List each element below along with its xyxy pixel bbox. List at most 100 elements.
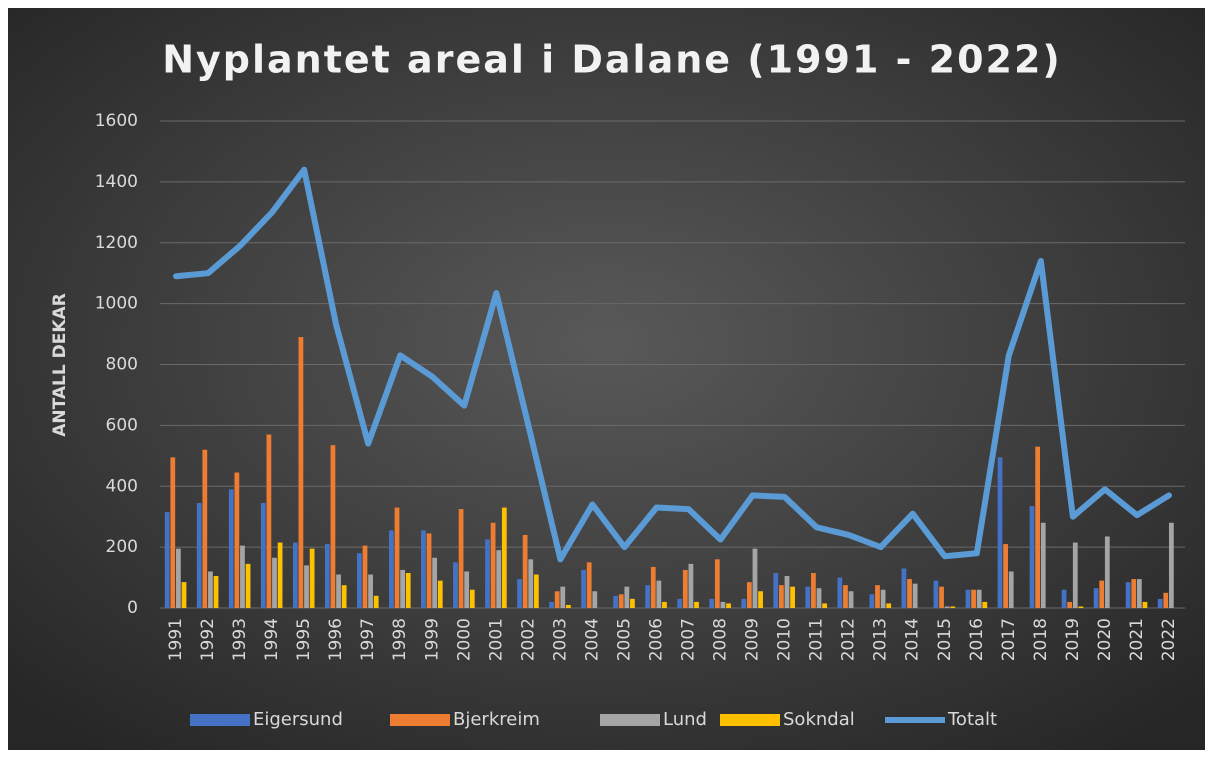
x-tick-label: 2000 [454,618,474,661]
bar [272,557,277,608]
y-tick-label: 1200 [95,233,138,253]
bar [292,542,298,608]
x-tick-label: 2017 [999,618,1019,661]
bar [650,566,656,608]
bar [1093,588,1099,608]
bar [298,337,304,608]
x-tick-label: 1991 [166,618,186,661]
bar [965,589,971,608]
bar [1067,601,1073,608]
bar [341,585,347,608]
bar [501,507,507,608]
bar [490,522,496,608]
x-tick-label: 2019 [1063,618,1083,661]
bar [694,601,699,608]
bar [560,586,566,608]
bar [773,572,779,608]
bar [880,589,886,608]
bar [1035,446,1041,608]
x-tick-label: 2015 [935,618,955,661]
bar [822,603,828,608]
x-tick-label: 1995 [294,618,314,661]
bar [1040,522,1046,608]
bar [848,591,854,608]
x-tick-label: 2014 [903,618,923,661]
x-tick-label: 2020 [1095,618,1115,661]
x-tick-label: 1993 [230,618,250,661]
x-tick-label: 1992 [198,618,218,661]
legend-swatch [390,714,450,726]
bar [950,606,956,608]
bar [517,579,522,608]
bar [1099,580,1105,608]
bar [752,548,758,608]
bar [181,582,187,608]
y-tick-label: 600 [106,415,138,435]
bar [362,545,368,608]
y-tick-label: 1400 [95,172,138,192]
y-tick-label: 800 [106,355,138,375]
x-tick-label: 2001 [486,618,506,661]
x-tick-label: 2013 [871,618,891,661]
bar [662,601,667,608]
x-tick-label: 1997 [358,618,378,661]
bar [677,598,683,608]
y-tick-label: 1000 [95,294,138,314]
bar [939,586,944,608]
bar [394,507,400,608]
bar [709,598,715,608]
bar [202,449,208,608]
bar [389,530,394,608]
bar [330,445,336,608]
bar [176,548,181,608]
bar [458,509,464,608]
bar [688,563,694,608]
bar [720,601,726,608]
background [8,8,1205,750]
bar [549,601,554,608]
bar [464,571,470,608]
x-tick-label: 2012 [839,618,859,661]
bar [843,585,848,608]
bar [645,585,651,608]
legend-label: Sokndal [783,709,855,730]
bar [1072,542,1078,608]
x-tick-label: 2002 [518,618,538,661]
bar [170,457,176,608]
bar [1131,579,1137,608]
x-tick-label: 2007 [679,618,699,661]
y-tick-label: 1600 [95,111,138,131]
x-tick-label: 2008 [711,618,731,661]
x-tick-label: 1998 [390,618,410,661]
x-tick-label: 2009 [743,618,763,661]
bar [816,588,822,608]
bar [1029,506,1035,608]
bar [565,604,571,608]
bar [1104,536,1110,608]
bar [1061,589,1067,608]
bar [164,512,170,608]
legend-swatch [600,714,660,726]
x-tick-label: 2003 [550,618,570,661]
y-tick-label: 200 [106,537,138,557]
bar [240,545,245,608]
line-series [173,166,1172,563]
bar [1125,582,1131,608]
bar [982,601,988,608]
bar [554,591,560,608]
bar [324,544,330,608]
bar [586,562,592,608]
bar [886,603,892,608]
bar [869,594,875,608]
legend-label: Bjerkreim [453,709,540,730]
bar [260,502,266,608]
bar [522,534,528,608]
x-tick-label: 2006 [646,618,666,661]
legend-swatch [190,714,250,726]
bar [907,579,912,608]
y-tick-label: 400 [106,476,138,496]
bar [758,591,763,608]
bar [432,557,438,608]
bar [790,586,795,608]
bar [997,457,1003,608]
